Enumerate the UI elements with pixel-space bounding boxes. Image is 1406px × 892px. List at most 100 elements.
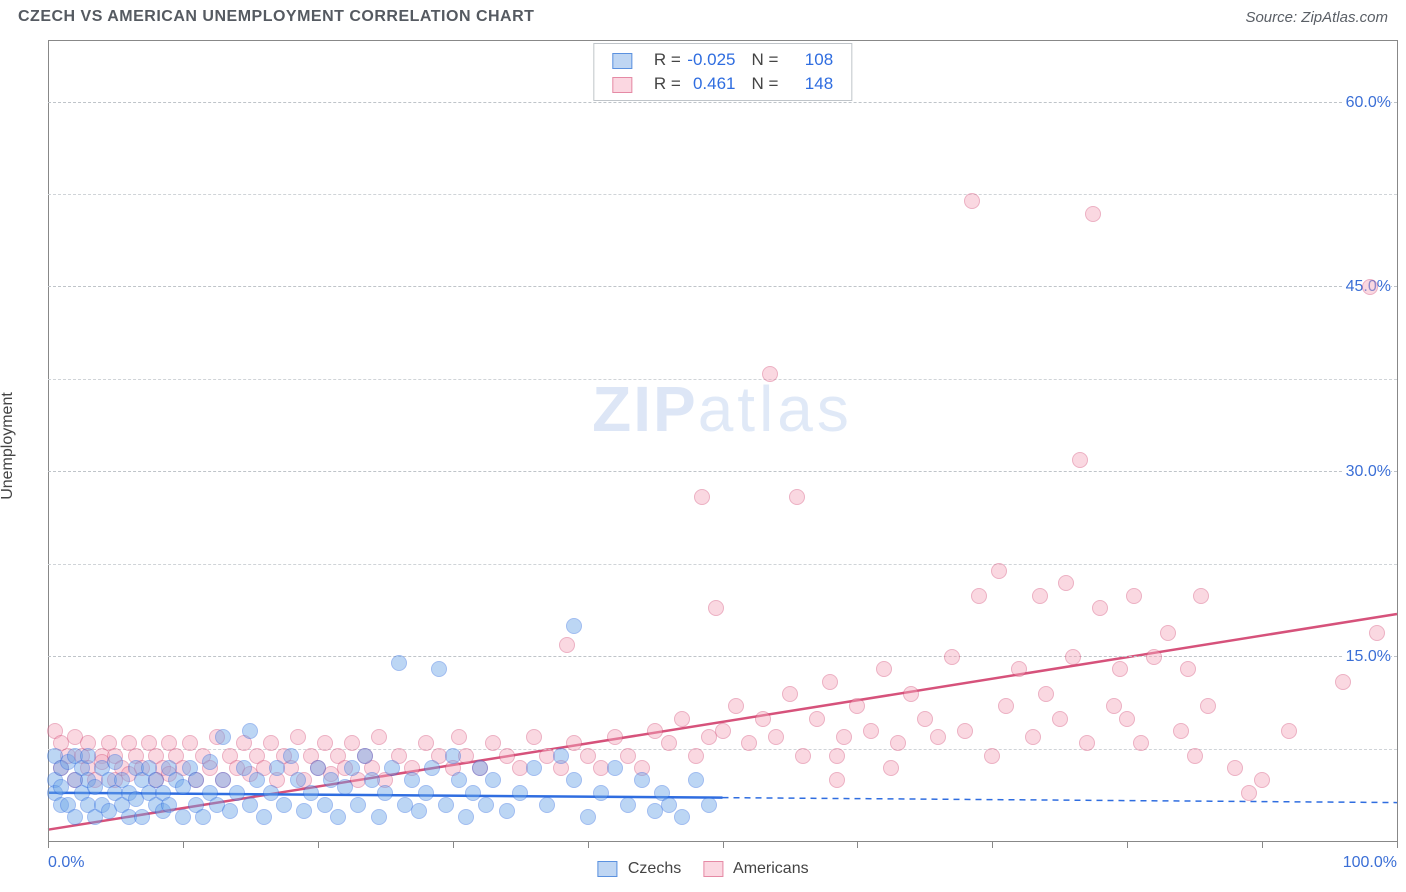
- scatter-point-americans: [984, 748, 1000, 764]
- scatter-point-czechs: [499, 803, 515, 819]
- n-value-czechs: 108: [783, 50, 833, 70]
- scatter-point-americans: [1227, 760, 1243, 776]
- gridline-minor: [48, 564, 1397, 565]
- swatch-czechs-icon: [612, 53, 632, 69]
- scatter-point-americans: [418, 735, 434, 751]
- scatter-point-americans: [1200, 698, 1216, 714]
- scatter-point-czechs: [344, 760, 360, 776]
- scatter-point-americans: [1112, 661, 1128, 677]
- scatter-point-czechs: [478, 797, 494, 813]
- plot-area: ZIPatlas R = -0.025 N = 108 R = 0.461 N …: [48, 41, 1397, 842]
- trend-line: [723, 798, 1398, 803]
- gridline-minor: [48, 379, 1397, 380]
- scatter-point-americans: [694, 489, 710, 505]
- scatter-point-americans: [1180, 661, 1196, 677]
- scatter-point-czechs: [283, 748, 299, 764]
- scatter-point-americans: [1032, 588, 1048, 604]
- x-tick: [857, 842, 858, 848]
- scatter-point-americans: [930, 729, 946, 745]
- scatter-point-czechs: [566, 618, 582, 634]
- scatter-point-americans: [1065, 649, 1081, 665]
- scatter-point-americans: [768, 729, 784, 745]
- n-label: N =: [752, 74, 779, 93]
- scatter-point-czechs: [263, 785, 279, 801]
- scatter-point-americans: [1085, 206, 1101, 222]
- scatter-point-americans: [849, 698, 865, 714]
- scatter-point-czechs: [661, 797, 677, 813]
- scatter-point-americans: [863, 723, 879, 739]
- scatter-point-czechs: [688, 772, 704, 788]
- scatter-point-czechs: [364, 772, 380, 788]
- x-tick: [183, 842, 184, 848]
- scatter-point-americans: [371, 729, 387, 745]
- scatter-point-czechs: [236, 760, 252, 776]
- scatter-point-americans: [755, 711, 771, 727]
- scatter-point-czechs: [202, 754, 218, 770]
- x-tick: [723, 842, 724, 848]
- scatter-point-czechs: [67, 809, 83, 825]
- scatter-point-americans: [1254, 772, 1270, 788]
- scatter-point-americans: [1119, 711, 1135, 727]
- scatter-point-americans: [290, 729, 306, 745]
- scatter-point-czechs: [377, 785, 393, 801]
- scatter-point-czechs: [269, 760, 285, 776]
- scatter-point-americans: [944, 649, 960, 665]
- scatter-point-czechs: [134, 809, 150, 825]
- scatter-point-americans: [485, 735, 501, 751]
- scatter-point-americans: [1241, 785, 1257, 801]
- scatter-point-czechs: [431, 661, 447, 677]
- x-tick: [992, 842, 993, 848]
- scatter-point-czechs: [357, 748, 373, 764]
- scatter-point-czechs: [175, 809, 191, 825]
- x-tick: [318, 842, 319, 848]
- scatter-point-americans: [876, 661, 892, 677]
- scatter-point-czechs: [526, 760, 542, 776]
- scatter-point-americans: [344, 735, 360, 751]
- scatter-point-americans: [1092, 600, 1108, 616]
- scatter-point-americans: [526, 729, 542, 745]
- r-label: R =: [654, 50, 681, 69]
- scatter-point-americans: [809, 711, 825, 727]
- scatter-point-americans: [917, 711, 933, 727]
- scatter-point-americans: [964, 193, 980, 209]
- gridline: [48, 102, 1397, 103]
- gridline: [48, 471, 1397, 472]
- scatter-point-czechs: [391, 655, 407, 671]
- x-tick: [1397, 842, 1398, 848]
- scatter-point-czechs: [472, 760, 488, 776]
- scatter-point-americans: [1052, 711, 1068, 727]
- scatter-point-americans: [782, 686, 798, 702]
- scatter-point-czechs: [438, 797, 454, 813]
- scatter-point-americans: [1106, 698, 1122, 714]
- legend-czechs-label: Czechs: [628, 860, 681, 877]
- legend-stats-row-czechs: R = -0.025 N = 108: [604, 48, 841, 72]
- scatter-point-czechs: [195, 809, 211, 825]
- scatter-point-americans: [991, 563, 1007, 579]
- scatter-point-americans: [1335, 674, 1351, 690]
- scatter-point-americans: [499, 748, 515, 764]
- scatter-point-czechs: [539, 797, 555, 813]
- x-tick: [588, 842, 589, 848]
- legend-stats-row-americans: R = 0.461 N = 148: [604, 72, 841, 96]
- y-axis: [48, 41, 49, 842]
- scatter-point-americans: [317, 735, 333, 751]
- r-value-czechs: -0.025: [686, 50, 736, 70]
- scatter-point-czechs: [256, 809, 272, 825]
- n-value-americans: 148: [783, 74, 833, 94]
- scatter-point-americans: [1025, 729, 1041, 745]
- scatter-point-americans: [1146, 649, 1162, 665]
- scatter-point-czechs: [607, 760, 623, 776]
- n-label: N =: [752, 50, 779, 69]
- scatter-point-americans: [957, 723, 973, 739]
- scatter-point-czechs: [215, 729, 231, 745]
- scatter-point-americans: [1079, 735, 1095, 751]
- scatter-point-americans: [1187, 748, 1203, 764]
- scatter-point-czechs: [296, 803, 312, 819]
- scatter-point-czechs: [161, 797, 177, 813]
- scatter-point-americans: [829, 772, 845, 788]
- scatter-point-czechs: [222, 803, 238, 819]
- scatter-point-czechs: [701, 797, 717, 813]
- scatter-point-americans: [1369, 625, 1385, 641]
- scatter-point-czechs: [350, 797, 366, 813]
- scatter-point-czechs: [371, 809, 387, 825]
